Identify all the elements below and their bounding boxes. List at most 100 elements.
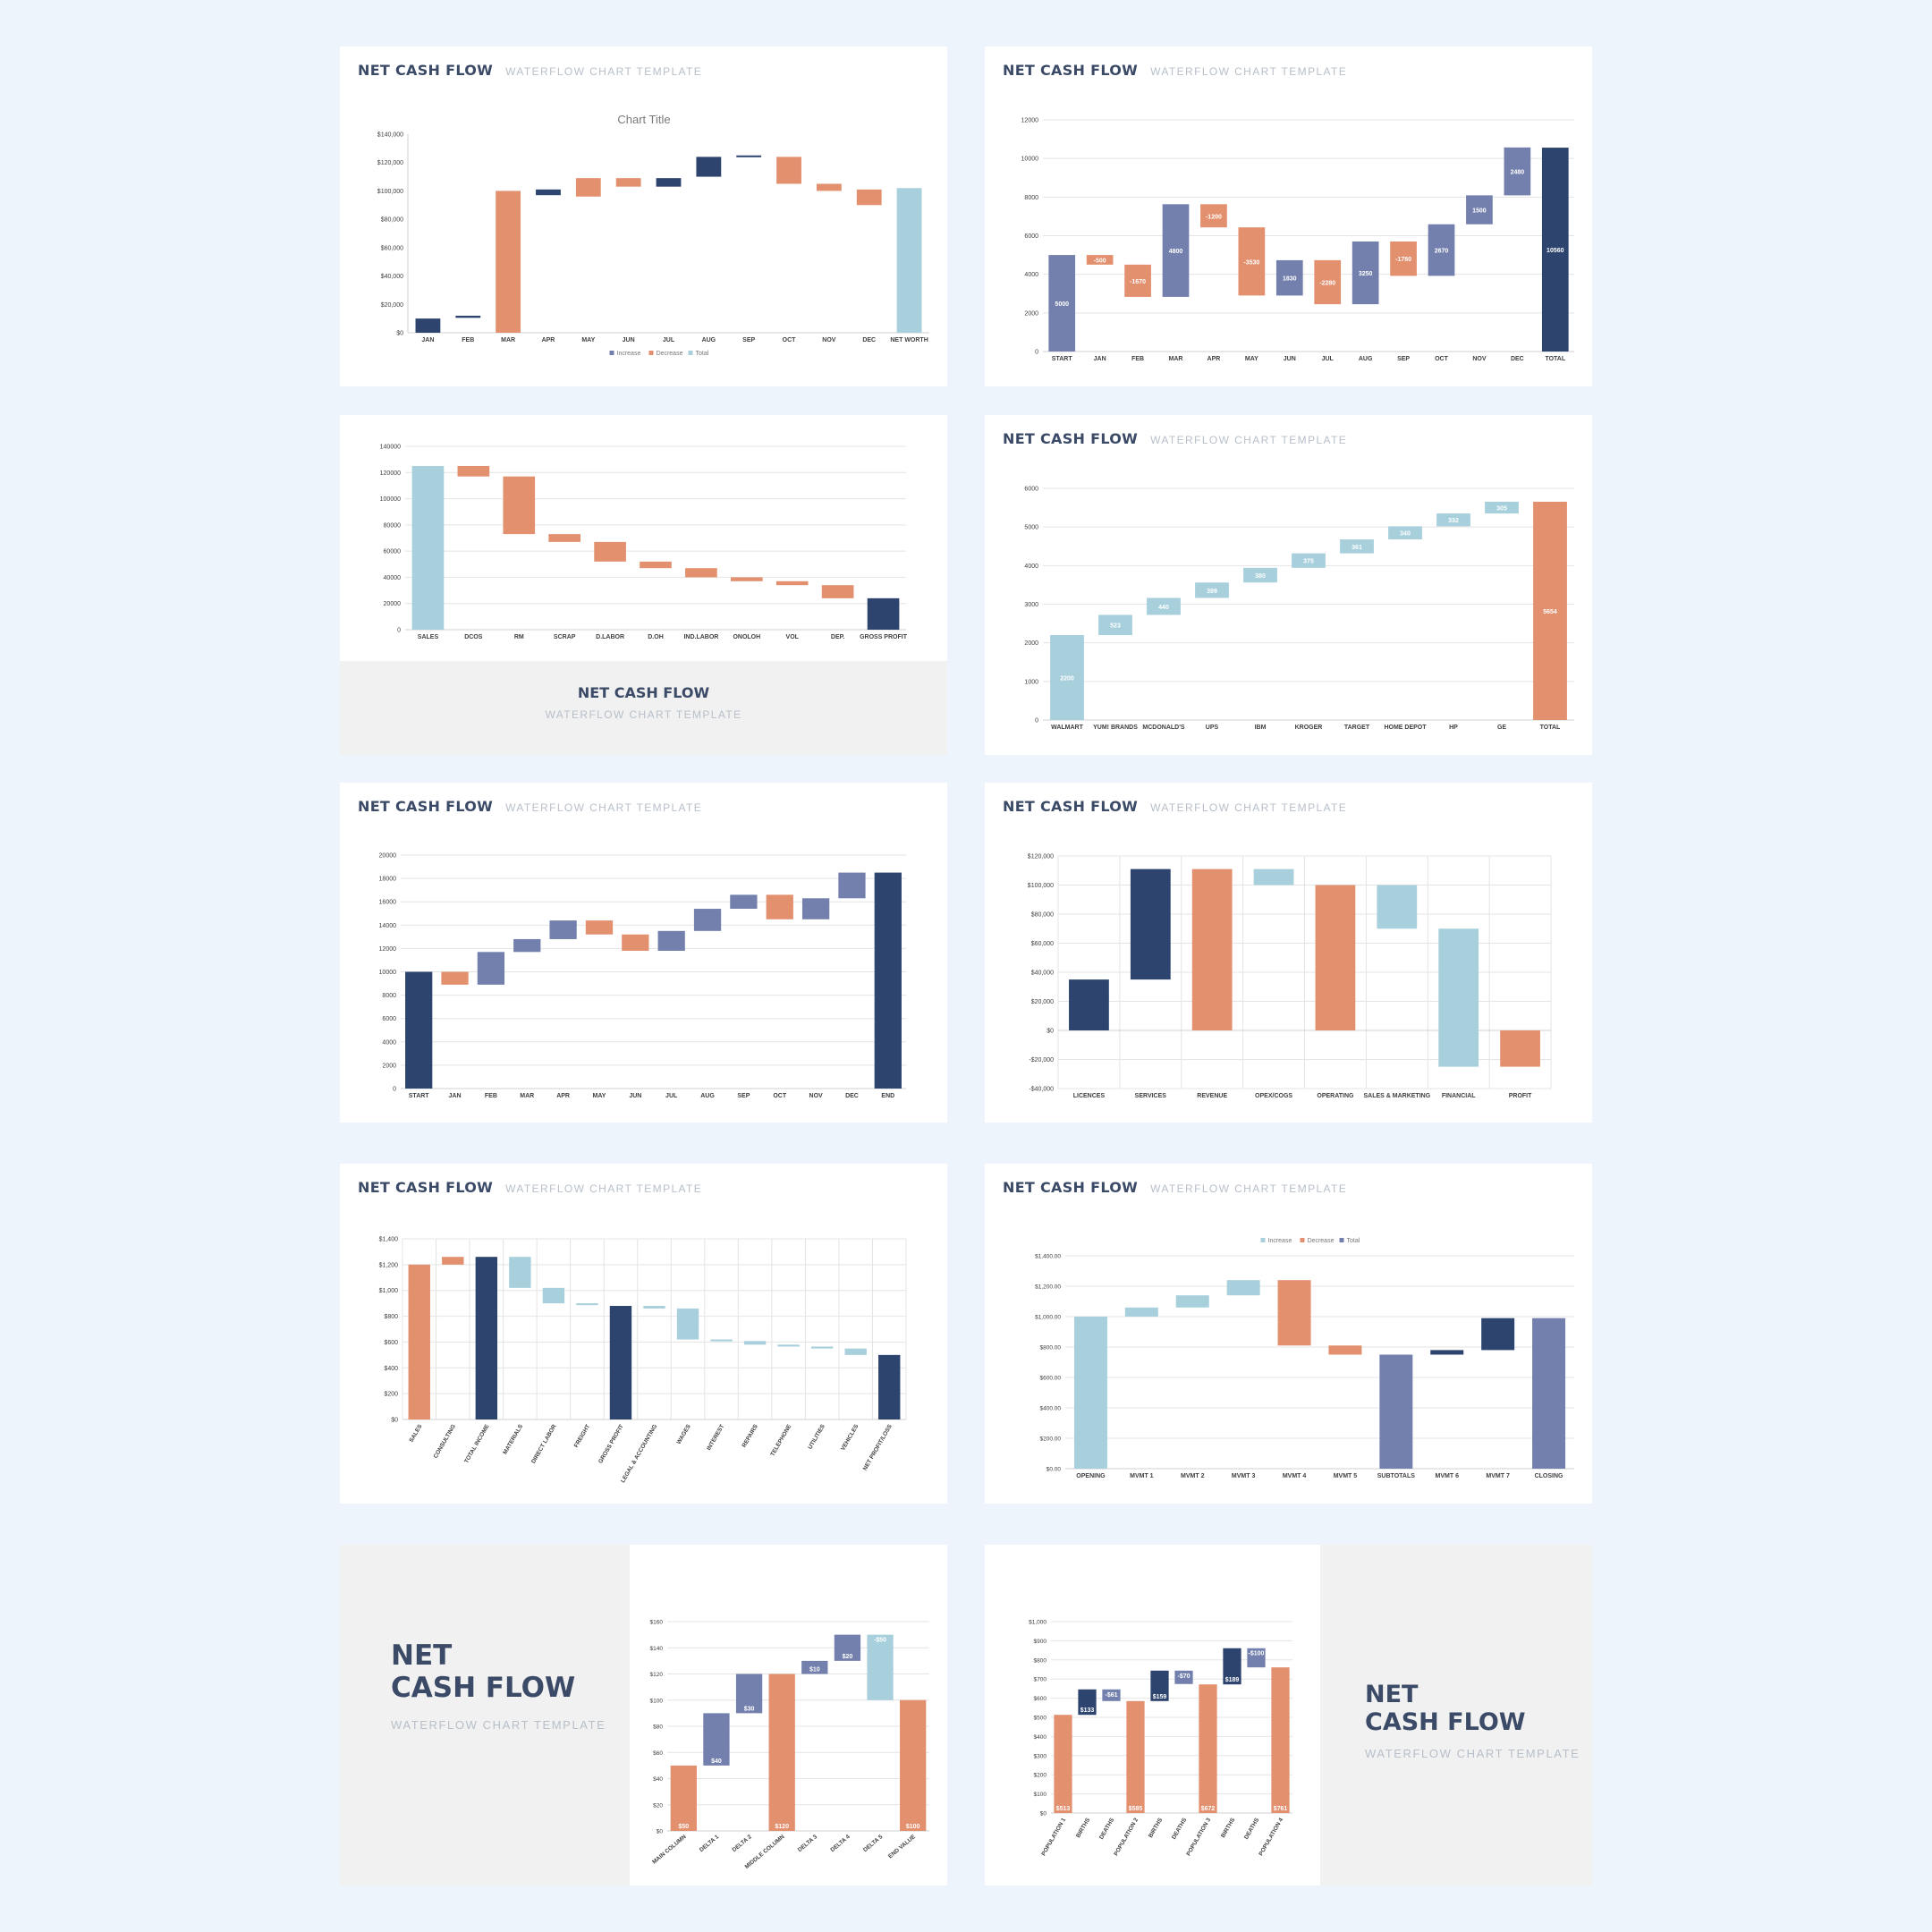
slide-subtitle: WATERFLOW CHART TEMPLATE — [1150, 801, 1348, 814]
y-tick-label: $120,000 — [377, 160, 403, 166]
y-tick-label: 1000 — [1024, 679, 1038, 685]
data-label: 2670 — [1435, 249, 1449, 255]
data-label: 305 — [1496, 505, 1507, 512]
slide-subtitle: WATERFLOW CHART TEMPLATE — [505, 1182, 703, 1195]
bar-11 — [867, 597, 900, 630]
bar-13 — [896, 188, 922, 333]
x-category-label: NOV — [1472, 356, 1487, 362]
bar-3 — [1191, 869, 1233, 1030]
y-tick-label: $1,200 — [379, 1262, 399, 1268]
bar-12 — [777, 1344, 800, 1347]
y-tick-label: 100000 — [380, 496, 401, 503]
bar-6 — [576, 1303, 598, 1306]
x-category-label: KROGER — [1295, 724, 1323, 731]
bar-4 — [1126, 1700, 1145, 1813]
x-category-label: NET WORTH — [890, 337, 928, 343]
data-label: 4800 — [1169, 249, 1183, 255]
y-tick-label: $20,000 — [381, 302, 403, 309]
x-category-label: TARGET — [1344, 724, 1370, 731]
x-category-label: OPENING — [1076, 1473, 1106, 1479]
x-category-label: SEP — [737, 1093, 750, 1099]
x-category-label: LEGAL & ACCOUNTING — [620, 1424, 658, 1485]
x-category-label: MVMT 4 — [1283, 1473, 1307, 1479]
bar-9 — [693, 909, 722, 931]
x-category-label: DELTA 3 — [797, 1834, 819, 1853]
data-label: $159 — [1153, 1694, 1167, 1700]
data-label: $133 — [1080, 1707, 1095, 1714]
bar-1 — [1073, 1317, 1107, 1469]
y-tick-label: 2000 — [382, 1063, 396, 1069]
data-label: 361 — [1352, 545, 1362, 551]
bar-9 — [1352, 241, 1379, 305]
bar-2 — [1130, 869, 1171, 980]
bar-10 — [821, 585, 854, 598]
bar-5 — [1200, 204, 1227, 228]
bar-11 — [766, 894, 793, 919]
side-panel: NET CASH FLOW WATERFLOW CHART TEMPLATE — [1320, 1545, 1592, 1885]
x-category-label: D.LABOR — [596, 634, 624, 640]
slide-subtitle: WATERFLOW CHART TEMPLATE — [1150, 65, 1348, 78]
y-tick-label: $0 — [1046, 1029, 1054, 1035]
y-tick-label: 18000 — [379, 877, 397, 883]
x-category-label: CONSULTING — [433, 1424, 457, 1460]
data-label: -1200 — [1206, 214, 1222, 220]
data-label: $40 — [711, 1758, 722, 1765]
bar-2 — [1098, 614, 1132, 636]
bar-11 — [743, 1341, 767, 1345]
y-tick-label: $300 — [1034, 1753, 1047, 1759]
x-category-label: FEB — [462, 337, 474, 343]
x-category-label: MVMT 7 — [1486, 1473, 1510, 1479]
y-tick-label: $100,000 — [377, 189, 403, 195]
bar-6 — [1174, 1670, 1193, 1684]
x-category-label: TOTAL INCOME — [463, 1423, 491, 1464]
y-tick-label: $60 — [653, 1750, 663, 1757]
y-tick-label: $800.00 — [1040, 1345, 1062, 1352]
slide-2: 0 2000 4000 6000 8000 10000 12000 5000 -500 -1670… — [985, 47, 1592, 386]
bar-7 — [867, 1634, 894, 1700]
x-category-label: GROSS PROFIT — [860, 634, 908, 640]
x-category-label: DELTA 5 — [862, 1834, 885, 1853]
y-tick-label: 140000 — [380, 445, 401, 451]
x-category-label: DEATHS — [1171, 1817, 1189, 1841]
bar-4 — [1253, 869, 1294, 886]
x-category-label: BIRTHS — [1075, 1817, 1091, 1839]
y-tick-label: 2000 — [1024, 640, 1038, 647]
band-subtitle: WATERFLOW CHART TEMPLATE — [545, 708, 742, 721]
slide-subtitle: WATERFLOW CHART TEMPLATE — [505, 65, 703, 78]
bar-7 — [609, 1306, 632, 1419]
bar-4 — [536, 189, 561, 196]
x-category-label: JUL — [663, 337, 675, 343]
data-label: -1780 — [1395, 257, 1411, 263]
x-category-label: AUG — [702, 337, 716, 343]
bar-12 — [856, 189, 882, 206]
y-tick-label: 4000 — [1024, 564, 1038, 570]
x-category-label: UPS — [1206, 724, 1219, 731]
x-category-label: SEP — [742, 337, 755, 343]
y-tick-label: $80,000 — [1031, 912, 1054, 919]
y-tick-label: 0 — [393, 1087, 396, 1093]
y-tick-label: $200 — [1034, 1773, 1047, 1779]
y-tick-label: $200 — [384, 1392, 398, 1398]
y-tick-label: $900 — [1034, 1639, 1047, 1645]
legend-label: Total — [696, 351, 709, 357]
slide-title: NET CASH FLOW — [358, 1179, 494, 1196]
x-category-label: RM — [514, 634, 524, 640]
y-tick-label: $1,200.00 — [1035, 1284, 1061, 1291]
bar-2 — [1086, 255, 1114, 265]
x-category-label: INTEREST — [706, 1423, 725, 1451]
x-category-label: MAY — [593, 1093, 606, 1099]
y-tick-label: $20,000 — [1031, 999, 1054, 1005]
x-category-label: NOV — [822, 337, 836, 343]
bar-12 — [801, 898, 830, 919]
x-category-label: SALES & MARKETING — [1363, 1093, 1430, 1099]
x-category-label: MCDONALD'S — [1142, 724, 1184, 731]
y-tick-label: $140 — [650, 1646, 664, 1652]
x-category-label: MVMT 6 — [1436, 1473, 1460, 1479]
bar-6 — [1328, 1345, 1362, 1355]
y-tick-label: 16000 — [379, 900, 397, 906]
legend-label: Decrease — [657, 351, 683, 357]
slide-header: NET CASH FLOW WATERFLOW CHART TEMPLATE — [1003, 430, 1347, 448]
bar-9 — [676, 1308, 699, 1340]
x-category-label: SUBTOTALS — [1377, 1473, 1415, 1479]
side-title: NET CASH FLOW — [391, 1640, 575, 1704]
